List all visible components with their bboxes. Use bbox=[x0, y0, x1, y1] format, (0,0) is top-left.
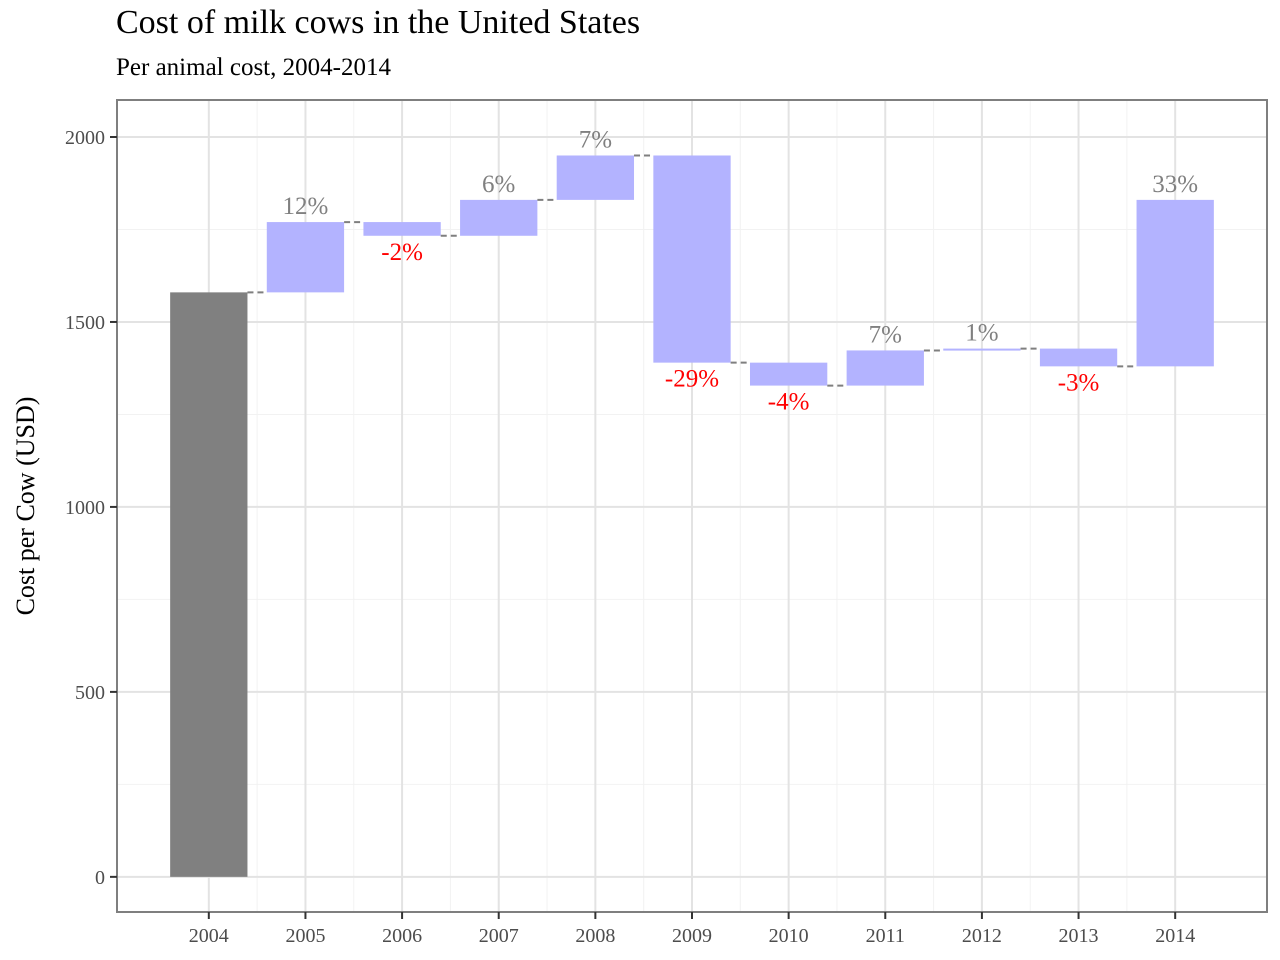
percent-label-2013: -3% bbox=[1058, 369, 1100, 396]
y-tick-label: 1500 bbox=[65, 312, 105, 334]
percent-label-2008: 7% bbox=[579, 126, 612, 153]
x-tick-label: 2011 bbox=[866, 925, 905, 947]
y-tick-label: 2000 bbox=[65, 127, 105, 149]
x-tick-label: 2013 bbox=[1059, 925, 1099, 947]
bar-2012 bbox=[943, 348, 1021, 351]
bar-2009 bbox=[653, 155, 731, 363]
bar-2005 bbox=[266, 222, 345, 293]
x-tick-label: 2012 bbox=[962, 925, 1002, 947]
bars bbox=[170, 155, 1214, 877]
x-tick-label: 2009 bbox=[672, 925, 712, 947]
bar-2008 bbox=[556, 155, 635, 200]
y-tick-label: 500 bbox=[75, 682, 105, 704]
y-axis: 0 500 1000 1500 2000 bbox=[65, 127, 117, 889]
percent-label-2011: 7% bbox=[869, 321, 902, 348]
x-tick-label: 2004 bbox=[189, 925, 229, 947]
bar-2013 bbox=[1039, 348, 1118, 367]
percent-label-2009: -29% bbox=[665, 366, 719, 393]
x-tick-label: 2005 bbox=[285, 925, 325, 947]
percent-label-2005: 12% bbox=[283, 193, 329, 220]
x-axis: 2004 2005 2006 2007 2008 2009 2010 2011 2012 2013… bbox=[189, 912, 1195, 947]
x-tick-label: 2007 bbox=[479, 925, 519, 947]
percent-label-2006: -2% bbox=[381, 239, 423, 266]
bar-2007 bbox=[460, 199, 538, 236]
x-tick-label: 2010 bbox=[769, 925, 809, 947]
percent-label-2010: -4% bbox=[768, 389, 810, 416]
percent-labels: 12% -2% 6% 7% -29% -4% 7% 1% -3% 33% bbox=[283, 126, 1199, 415]
bar-2014 bbox=[1136, 199, 1214, 367]
chart-title: Cost of milk cows in the United States bbox=[116, 4, 641, 41]
bar-2011 bbox=[846, 350, 924, 386]
connector-lines bbox=[247, 154, 1137, 387]
bar-2004 bbox=[170, 292, 248, 877]
y-tick-label: 0 bbox=[95, 867, 105, 889]
x-tick-label: 2006 bbox=[382, 925, 422, 947]
grid-lines bbox=[117, 100, 1267, 912]
bar-2010 bbox=[749, 362, 828, 386]
y-axis-label: Cost per Cow (USD) bbox=[11, 397, 40, 616]
percent-label-2014: 33% bbox=[1152, 171, 1198, 198]
bar-2006 bbox=[363, 222, 441, 236]
x-tick-label: 2008 bbox=[575, 925, 615, 947]
chart-subtitle: Per animal cost, 2004-2014 bbox=[116, 54, 391, 81]
y-tick-label: 1000 bbox=[65, 497, 105, 519]
percent-label-2007: 6% bbox=[482, 171, 515, 198]
x-tick-label: 2014 bbox=[1155, 925, 1195, 947]
percent-label-2012: 1% bbox=[965, 320, 998, 347]
